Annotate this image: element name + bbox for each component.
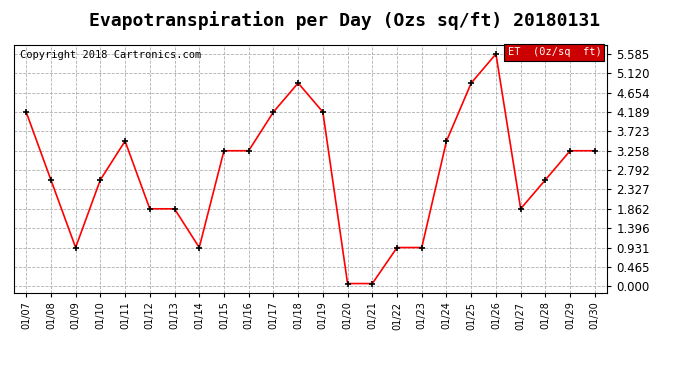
Text: ET  (0z/sq  ft): ET (0z/sq ft) [508, 48, 601, 57]
Text: Copyright 2018 Cartronics.com: Copyright 2018 Cartronics.com [20, 50, 201, 60]
Text: Evapotranspiration per Day (Ozs sq/ft) 20180131: Evapotranspiration per Day (Ozs sq/ft) 2… [90, 11, 600, 30]
